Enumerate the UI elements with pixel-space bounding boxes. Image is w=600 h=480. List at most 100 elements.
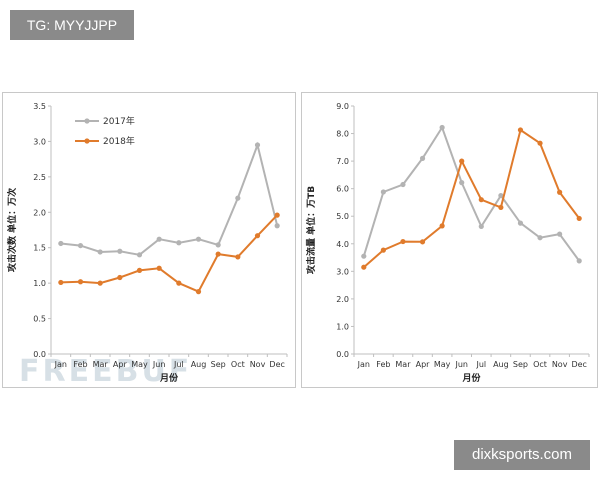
y-tick-label: 5.0 — [336, 212, 349, 221]
x-tick-label: Jan — [54, 360, 67, 369]
data-point — [58, 240, 64, 247]
data-point — [498, 204, 504, 211]
x-tick-label: May — [131, 360, 148, 369]
x-tick-label: Apr — [416, 360, 431, 369]
data-point — [215, 251, 221, 257]
x-tick-label: Jun — [152, 360, 166, 369]
data-point — [215, 242, 221, 248]
x-tick-label: Nov — [250, 360, 266, 369]
data-point — [97, 280, 103, 286]
data-point — [419, 155, 426, 161]
data-point — [459, 180, 465, 186]
x-axis-label: 月份 — [159, 372, 179, 384]
y-tick-label: 9.0 — [336, 102, 349, 111]
y-tick-label: 1.0 — [336, 322, 349, 331]
x-tick-label: Jan — [357, 360, 370, 369]
data-point — [478, 223, 484, 230]
x-tick-label: Apr — [113, 360, 128, 369]
data-point — [576, 215, 582, 222]
legend-label: 2018年 — [103, 135, 135, 147]
y-tick-label: 2.0 — [33, 208, 46, 217]
data-point — [117, 274, 123, 281]
x-tick-label: Aug — [191, 360, 207, 369]
data-point — [136, 252, 143, 258]
data-point — [361, 264, 367, 270]
y-tick-label: 6.0 — [336, 185, 349, 194]
site-tag: dixksports.com — [454, 440, 590, 470]
data-point — [517, 127, 524, 133]
data-point — [380, 247, 386, 253]
data-point — [537, 235, 543, 241]
x-tick-label: Mar — [395, 360, 411, 369]
data-point — [439, 223, 445, 229]
x-tick-label: Mar — [93, 360, 109, 369]
data-point — [117, 248, 123, 254]
x-tick-label: Sep — [513, 360, 528, 369]
y-tick-label: 7.0 — [336, 157, 349, 166]
attack-count-panel: FREEBUF 0.0 0.5 1.0 1.5 2.0 2.5 3.0 3.5 Jan Feb Mar… — [2, 92, 296, 388]
data-point — [176, 280, 182, 286]
x-tick-label: Sep — [211, 360, 226, 369]
data-point — [235, 254, 241, 260]
x-tick-label: Jun — [454, 360, 468, 369]
x-tick-label: Oct — [533, 360, 547, 369]
x-tick-label: Oct — [231, 360, 245, 369]
data-point — [361, 253, 367, 259]
x-tick-label: Dec — [269, 360, 284, 369]
legend-label: 2017年 — [103, 115, 135, 127]
data-point — [537, 140, 543, 146]
x-tick-label: May — [434, 360, 451, 369]
data-point — [176, 240, 182, 246]
data-point — [478, 197, 484, 203]
data-point — [156, 265, 162, 271]
data-point — [235, 195, 241, 201]
y-tick-label: 0.0 — [336, 350, 349, 359]
data-point — [97, 249, 103, 255]
x-tick-label: Feb — [376, 360, 390, 369]
data-point — [459, 158, 465, 164]
x-tick-label: Dec — [571, 360, 586, 369]
tg-tag: TG: MYYJJPP — [10, 10, 134, 40]
data-point — [274, 212, 280, 218]
series-line-2017年 — [362, 125, 581, 262]
data-point — [557, 189, 563, 195]
data-point — [136, 267, 143, 273]
attack-traffic-chart: 0.0 1.0 2.0 3.0 4.0 5.0 6.0 7.0 8.0 9.0 Jan Feb Mar A… — [305, 102, 590, 384]
y-tick-label: 1.5 — [33, 244, 46, 253]
x-axis-label: 月份 — [461, 372, 481, 384]
y-axis-label: 攻击次数 单位：万次 — [6, 188, 18, 272]
x-tick-label: Nov — [552, 360, 568, 369]
data-point — [58, 279, 64, 286]
data-point — [77, 279, 84, 285]
data-point — [400, 181, 406, 188]
data-point — [254, 233, 261, 239]
data-point — [557, 231, 563, 237]
data-point — [380, 189, 386, 195]
y-tick-label: 0.0 — [33, 350, 46, 359]
x-tick-label: Jul — [173, 360, 184, 369]
x-tick-label: Aug — [493, 360, 509, 369]
series-line-2018年 — [363, 128, 581, 268]
legend-swatch-marker — [84, 138, 90, 144]
data-point — [439, 124, 445, 131]
y-tick-label: 2.0 — [336, 295, 349, 304]
y-tick-label: 0.5 — [33, 315, 46, 324]
freebuf-watermark: FREEBUF — [19, 354, 192, 387]
y-tick-label: 3.5 — [33, 102, 46, 111]
y-tick-label: 2.5 — [33, 173, 46, 182]
y-tick-label: 3.0 — [336, 267, 349, 276]
data-point — [195, 289, 202, 295]
x-tick-label: Jul — [475, 360, 486, 369]
legend-swatch-marker — [84, 118, 90, 124]
series-line-2018年 — [60, 214, 278, 293]
data-point — [274, 223, 280, 229]
data-point — [254, 142, 261, 148]
data-point — [576, 258, 582, 264]
series-line-2017年 — [60, 141, 279, 256]
data-point — [156, 236, 162, 242]
data-point — [77, 242, 84, 249]
data-point — [400, 238, 406, 245]
attack-traffic-panel: 0.0 1.0 2.0 3.0 4.0 5.0 6.0 7.0 8.0 9.0 Jan Feb Mar A… — [301, 92, 598, 388]
y-tick-label: 4.0 — [336, 240, 349, 249]
